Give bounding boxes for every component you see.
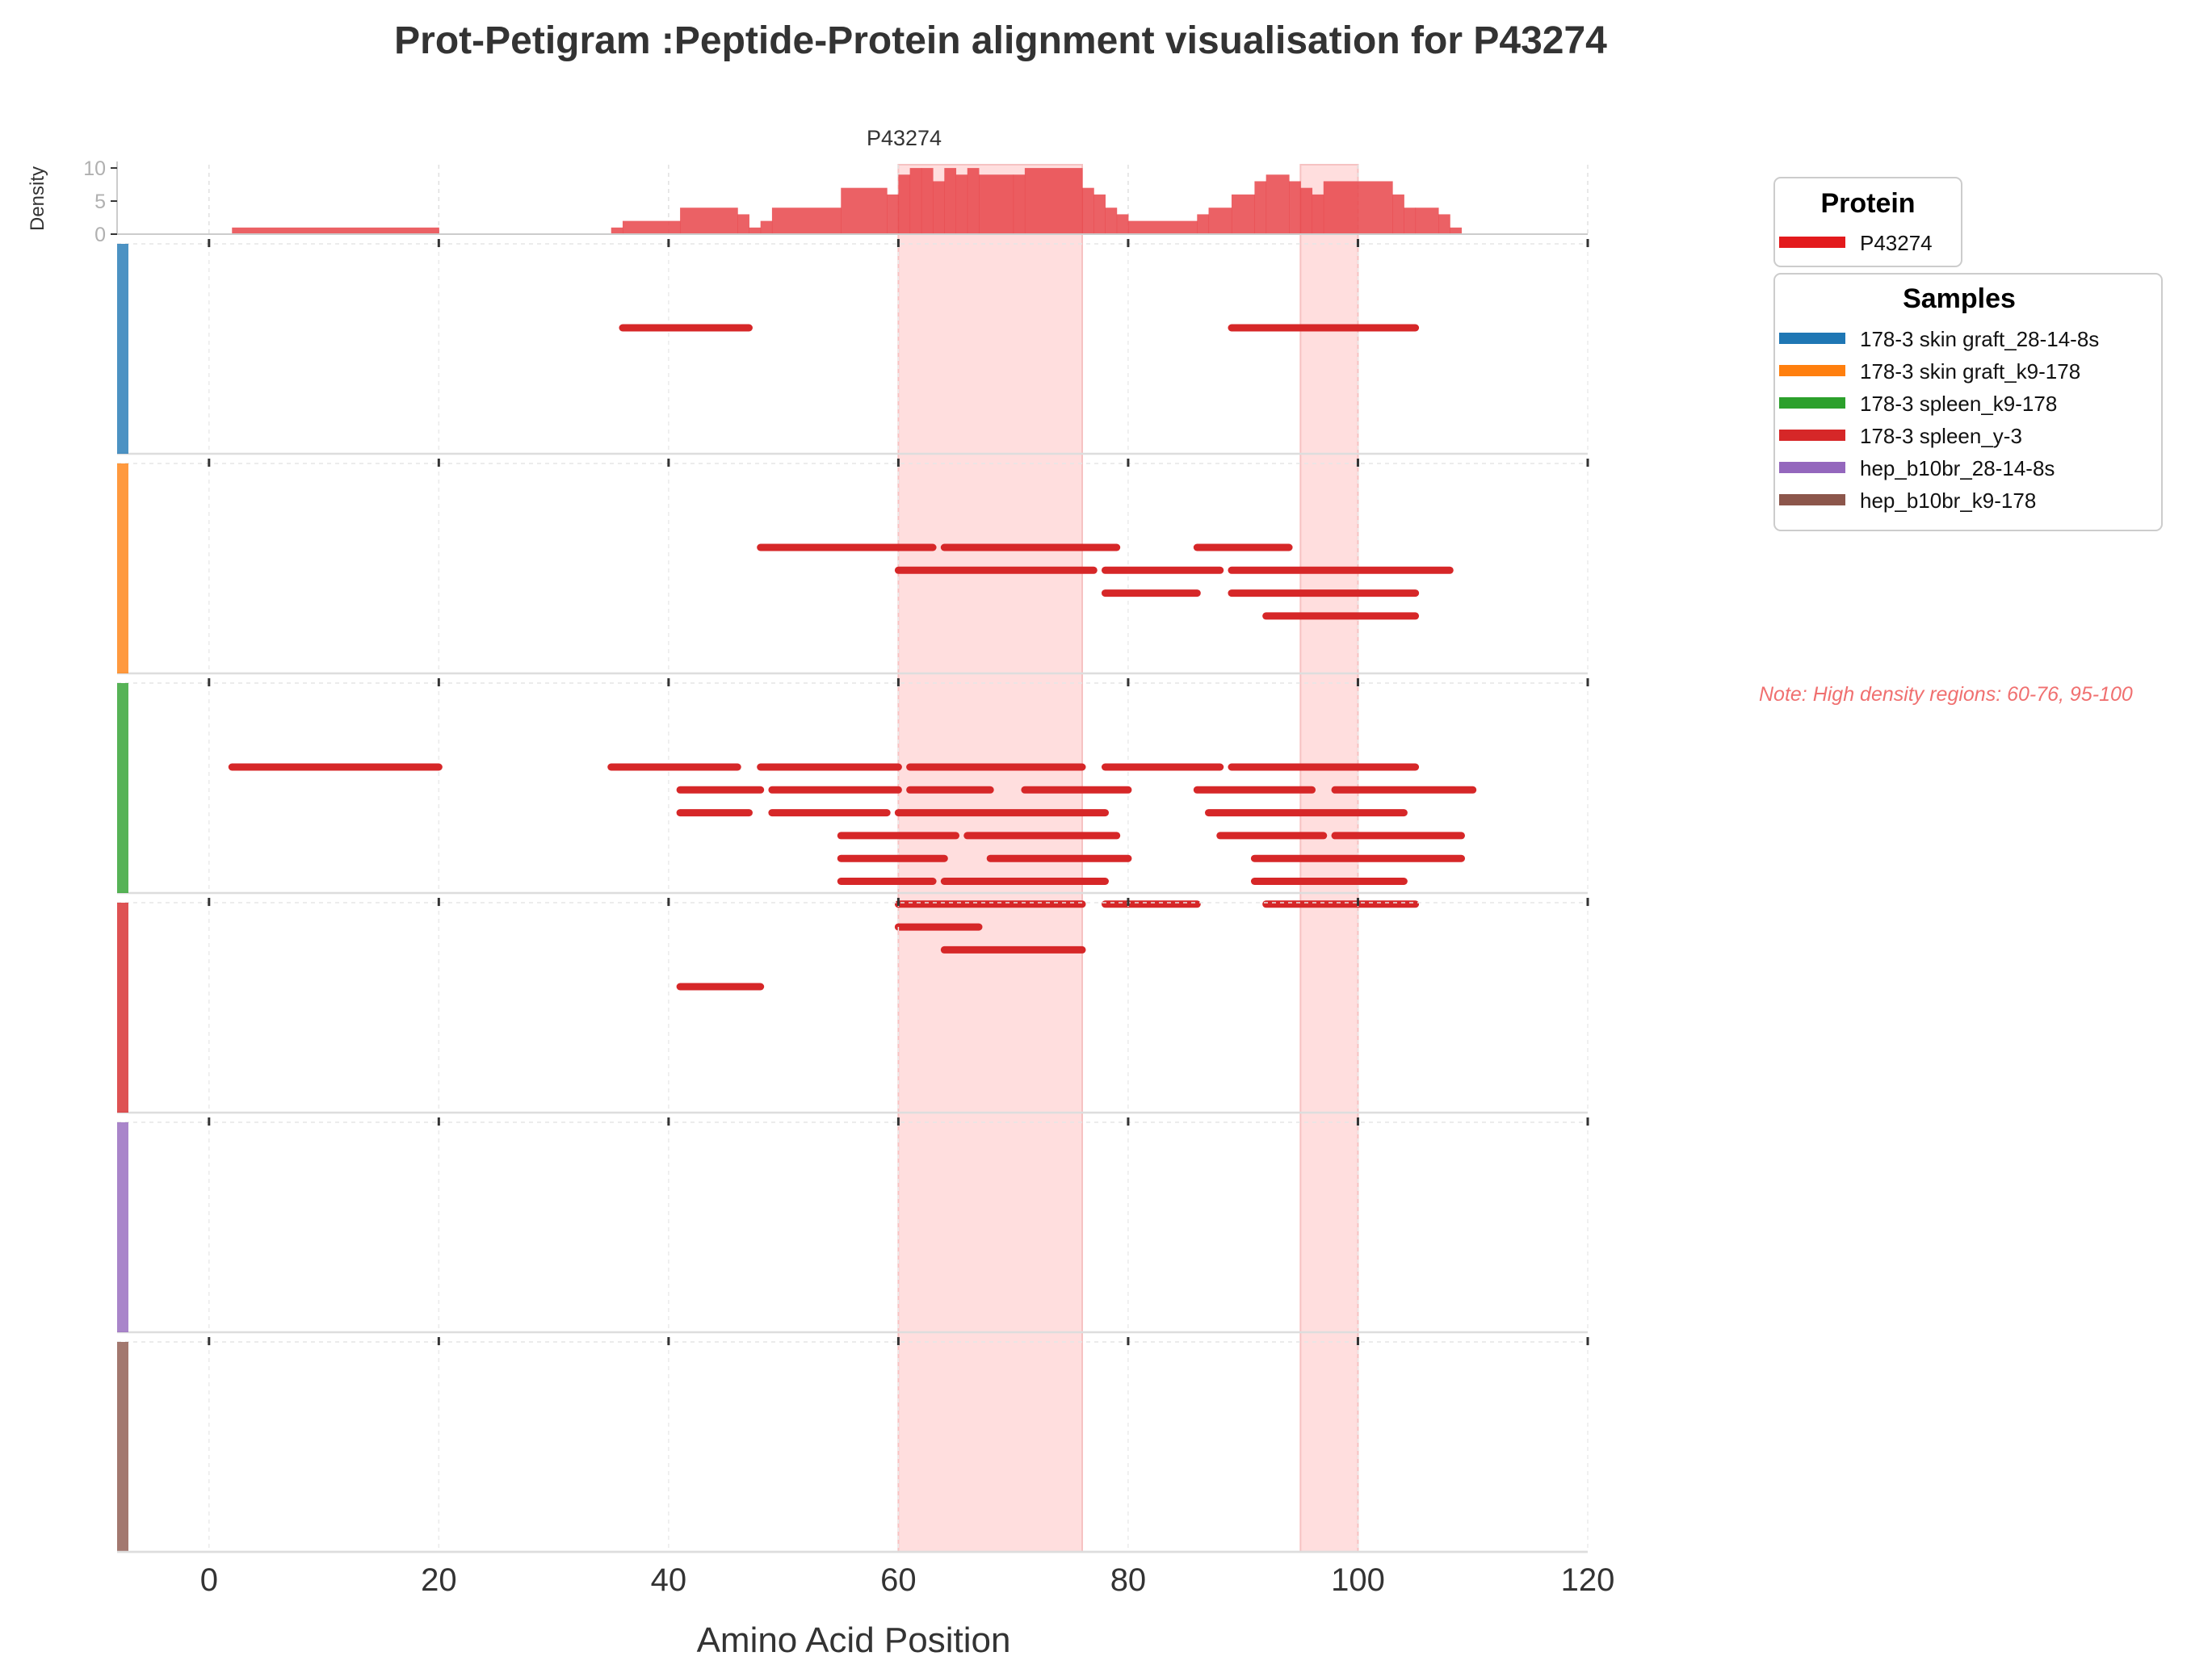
density-panel: 0 5 10 Density P43274 (27, 126, 1589, 246)
sample-color-strip-2 (117, 683, 128, 893)
density-bar-27 (1231, 194, 1255, 234)
legend-samples-title: Samples (1903, 283, 2016, 314)
density-bar-11 (909, 168, 922, 234)
density-bar-34 (1392, 194, 1404, 234)
sample-color-strip-3 (117, 903, 128, 1113)
density-bar-16 (967, 168, 980, 234)
x-tick-label-5: 100 (1331, 1562, 1385, 1598)
density-bar-22 (1105, 208, 1118, 234)
density-tick-label-0: 0 (94, 224, 106, 246)
chart-title: Prot-Petigram :Peptide-Protein alignment… (394, 19, 1607, 62)
density-tick-label-1: 5 (94, 191, 106, 213)
density-bar-31 (1300, 187, 1313, 234)
sample-panel-4 (117, 1117, 1589, 1334)
legend-samples-box (1773, 273, 2163, 531)
density-bar-21 (1093, 194, 1106, 234)
legend-sample-swatch-4 (1779, 462, 1845, 473)
density-bar-35 (1404, 208, 1417, 234)
sample-panel-3 (117, 898, 1589, 1114)
density-bar-20 (1082, 187, 1094, 234)
x-axis-label: Amino Acid Position (697, 1620, 1011, 1660)
density-bar-38 (1450, 227, 1463, 234)
legend-sample-swatch-5 (1779, 494, 1845, 505)
sample-color-strip-4 (117, 1122, 128, 1332)
x-tick-label-3: 60 (880, 1562, 917, 1598)
density-bar-17 (978, 174, 1014, 234)
density-bar-7 (771, 208, 842, 234)
legend-sample-swatch-1 (1779, 365, 1845, 376)
density-bar-12 (921, 168, 934, 234)
x-tick-label-1: 20 (421, 1562, 457, 1598)
density-bar-33 (1323, 181, 1393, 234)
density-tick-label-2: 10 (83, 157, 106, 180)
density-bar-3 (680, 208, 738, 234)
density-y-label: Density (27, 166, 48, 231)
legend-sample-swatch-0 (1779, 333, 1845, 344)
density-bar-0 (232, 227, 439, 234)
legend: Protein P43274 Samples 178-3 skin graft_28-… (1773, 177, 2163, 531)
density-note: Note: High density regions: 60-76, 95-10… (1759, 683, 2133, 706)
density-bars (232, 168, 1463, 234)
density-bar-25 (1197, 214, 1210, 234)
sample-panel-1 (117, 459, 1589, 675)
legend-sample-label-3: 178-3 spleen_y-3 (1860, 424, 2022, 448)
x-tick-label-6: 120 (1561, 1562, 1615, 1598)
density-bar-13 (933, 181, 945, 234)
density-bar-8 (841, 187, 888, 234)
legend-sample-label-1: 178-3 skin graft_k9-178 (1860, 359, 2080, 384)
density-bar-10 (898, 174, 911, 234)
density-bar-32 (1312, 194, 1324, 234)
sample-panels (117, 239, 1589, 1553)
x-axis: 0 20 40 60 80 100 120 Amino Acid Position (117, 1550, 1615, 1660)
density-bar-23 (1116, 214, 1129, 234)
legend-protein-swatch-0 (1779, 237, 1845, 248)
density-bar-29 (1265, 174, 1290, 234)
sample-panel-0 (117, 239, 1589, 455)
sample-color-strip-1 (117, 463, 128, 673)
legend-protein-title: Protein (1820, 188, 1915, 219)
density-bar-37 (1438, 214, 1450, 234)
density-bar-2 (622, 220, 681, 234)
legend-protein-label-0: P43274 (1860, 231, 1933, 255)
density-bar-6 (760, 220, 773, 234)
sample-color-strip-0 (117, 244, 128, 454)
sample-panel-2 (117, 678, 1589, 954)
legend-sample-swatch-3 (1779, 430, 1845, 441)
legend-sample-label-0: 178-3 skin graft_28-14-8s (1860, 327, 2099, 351)
legend-sample-label-4: hep_b10br_28-14-8s (1860, 456, 2055, 480)
legend-sample-label-2: 178-3 spleen_k9-178 (1860, 392, 2057, 416)
density-bar-14 (944, 168, 957, 234)
density-bar-9 (887, 194, 899, 234)
density-bar-1 (611, 227, 623, 234)
density-bar-4 (737, 214, 749, 234)
density-bar-28 (1254, 181, 1267, 234)
density-bar-24 (1127, 220, 1198, 234)
legend-sample-label-5: hep_b10br_k9-178 (1860, 488, 2036, 513)
density-bar-18 (1013, 174, 1026, 234)
sample-color-strip-5 (117, 1342, 128, 1552)
density-bar-36 (1415, 208, 1439, 234)
x-tick-label-4: 80 (1110, 1562, 1147, 1598)
legend-sample-swatch-2 (1779, 397, 1845, 409)
density-bar-26 (1208, 208, 1232, 234)
x-tick-label-0: 0 (200, 1562, 218, 1598)
protein-label: P43274 (867, 126, 942, 150)
density-bar-19 (1024, 168, 1083, 234)
density-bar-15 (955, 174, 968, 234)
density-bar-30 (1289, 181, 1301, 234)
x-tick-label-2: 40 (651, 1562, 687, 1598)
density-bar-5 (749, 227, 762, 234)
